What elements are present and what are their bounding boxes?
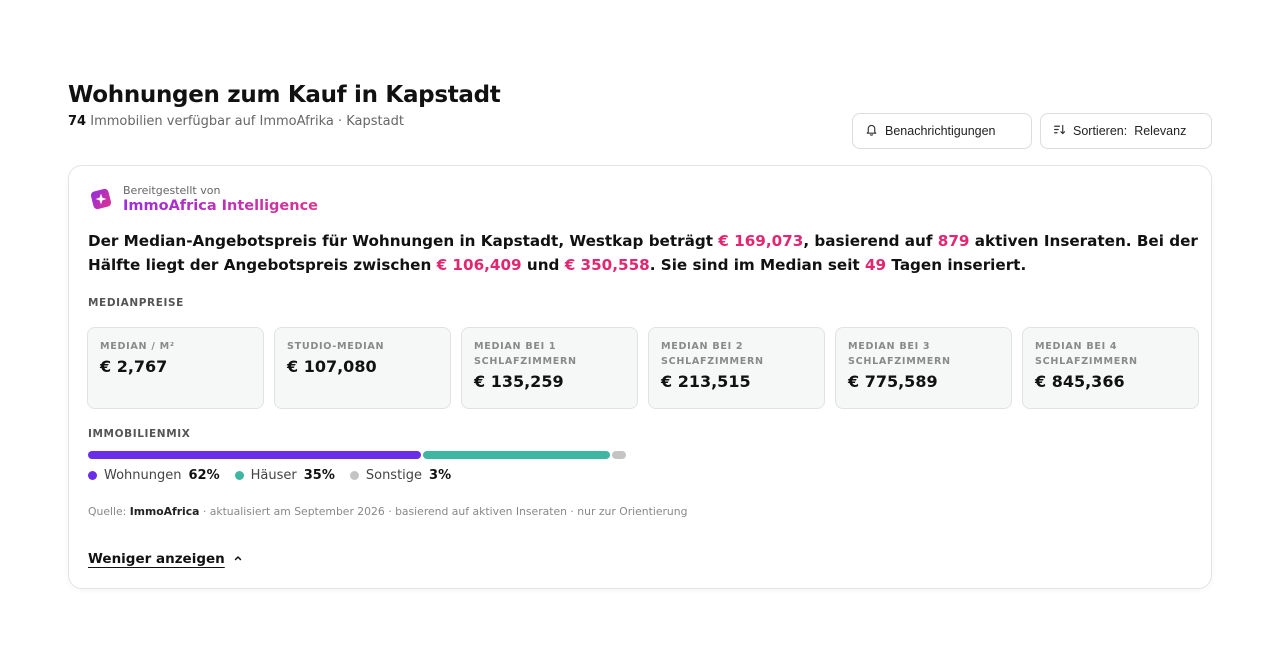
mix-segment-houses <box>422 451 610 459</box>
summary-text: und <box>521 256 565 274</box>
summary-range-high: € 350,558 <box>564 256 650 274</box>
summary-active-count: 879 <box>937 232 970 250</box>
show-less-toggle[interactable]: Weniger anzeigen <box>88 551 243 567</box>
provider-name: ImmoAfrica Intelligence <box>123 198 319 214</box>
summary-text: . Sie sind im Median seit <box>649 256 865 274</box>
legend-item-apartments: Wohnungen 62% <box>88 468 220 483</box>
legend-name: Häuser <box>250 468 297 483</box>
summary-days: 49 <box>864 256 887 274</box>
sort-prefix: Sortieren: <box>1073 124 1128 138</box>
price-tile-value: € 2,767 <box>100 357 168 376</box>
summary-text: Tagen inseriert. <box>886 256 1027 274</box>
sort-button[interactable]: Sortieren: Relevanz <box>1040 113 1212 149</box>
price-tile-value: € 845,366 <box>1035 372 1125 391</box>
price-tile-value: € 213,515 <box>661 372 751 391</box>
property-mix-bar <box>88 451 628 459</box>
price-tile: MEDIAN BEI 2 SCHLAFZIMMERN € 213,515 <box>648 327 825 409</box>
price-tile-label: MEDIAN / M² <box>100 341 175 352</box>
legend-item-houses: Häuser 35% <box>234 468 335 483</box>
price-tile-label: MEDIAN BEI 3 SCHLAFZIMMERN <box>848 341 951 367</box>
mix-segment-other <box>611 451 626 459</box>
price-tile-label: MEDIAN BEI 1 SCHLAFZIMMERN <box>474 341 577 367</box>
source-prefix: Quelle: <box>88 505 130 518</box>
listing-count-text: Immobilien verfügbar auf ImmoAfrika · Ka… <box>90 114 404 129</box>
sort-icon <box>1053 123 1066 139</box>
page-title: Wohnungen zum Kauf in Kapstadt <box>68 82 501 108</box>
price-tile-label: STUDIO-MEDIAN <box>287 341 385 352</box>
source-name: ImmoAfrica <box>129 505 200 518</box>
median-prices-heading: MEDIANPREISE <box>88 297 184 309</box>
listing-count: 74 <box>68 114 87 129</box>
legend-name: Wohnungen <box>104 468 182 483</box>
legend-name: Sonstige <box>365 468 423 483</box>
mix-segment-apartments <box>88 451 421 459</box>
bell-icon <box>865 123 878 139</box>
legend-dot <box>88 471 97 480</box>
summary-range-low: € 106,409 <box>436 256 522 274</box>
provider-block: Bereitgestellt von ImmoAfrica Intelligen… <box>89 184 318 215</box>
legend-dot <box>234 471 244 480</box>
sparkle-logo-icon <box>89 184 113 215</box>
chevron-up-icon <box>233 551 243 567</box>
price-tile: STUDIO-MEDIAN € 107,080 <box>274 327 451 409</box>
market-insights-card: Bereitgestellt von ImmoAfrica Intelligen… <box>68 165 1212 589</box>
summary-median-price: € 169,073 <box>718 232 804 250</box>
legend-dot <box>349 471 359 480</box>
legend-percent: 35% <box>303 468 335 483</box>
median-price-tiles: MEDIAN / M² € 2,767 STUDIO-MEDIAN € 107,… <box>87 327 1199 409</box>
summary-text: Der Median-Angebotspreis für Wohnungen i… <box>88 232 719 250</box>
legend-percent: 62% <box>188 468 220 483</box>
notifications-label: Benachrichtigungen <box>885 124 996 138</box>
price-tile: MEDIAN BEI 1 SCHLAFZIMMERN € 135,259 <box>461 327 638 409</box>
property-mix-legend: Wohnungen 62% Häuser 35% Sonstige 3% <box>88 468 451 483</box>
legend-percent: 3% <box>429 468 452 483</box>
provider-kicker: Bereitgestellt von <box>123 184 221 197</box>
provider-text: Bereitgestellt von ImmoAfrica Intelligen… <box>123 184 318 215</box>
show-less-label: Weniger anzeigen <box>88 551 225 567</box>
price-tile-label: MEDIAN BEI 2 SCHLAFZIMMERN <box>661 341 764 367</box>
price-tile-label: MEDIAN BEI 4 SCHLAFZIMMERN <box>1035 341 1138 367</box>
source-rest: · aktualisiert am September 2026 · basie… <box>199 505 688 518</box>
sort-value: Relevanz <box>1134 124 1187 138</box>
price-tile-value: € 135,259 <box>474 372 564 391</box>
price-tile: MEDIAN BEI 3 SCHLAFZIMMERN € 775,589 <box>835 327 1012 409</box>
price-tile-value: € 775,589 <box>848 372 938 391</box>
price-tile: MEDIAN BEI 4 SCHLAFZIMMERN € 845,366 <box>1022 327 1199 409</box>
property-mix-heading: IMMOBILIENMIX <box>88 428 191 440</box>
summary-text: , basierend auf <box>803 232 938 250</box>
legend-item-other: Sonstige 3% <box>349 468 452 483</box>
price-tile: MEDIAN / M² € 2,767 <box>87 327 264 409</box>
listing-count-subtitle: 74 Immobilien verfügbar auf ImmoAfrika ·… <box>68 114 404 129</box>
source-note: Quelle: ImmoAfrica · aktualisiert am Sep… <box>88 505 687 518</box>
notifications-button[interactable]: Benachrichtigungen <box>852 113 1032 149</box>
price-tile-value: € 107,080 <box>287 357 377 376</box>
summary-text: aktiven Inseraten. Bei der Hälfte liegt … <box>88 232 1198 274</box>
market-summary: Der Median-Angebotspreis für Wohnungen i… <box>88 229 1198 277</box>
